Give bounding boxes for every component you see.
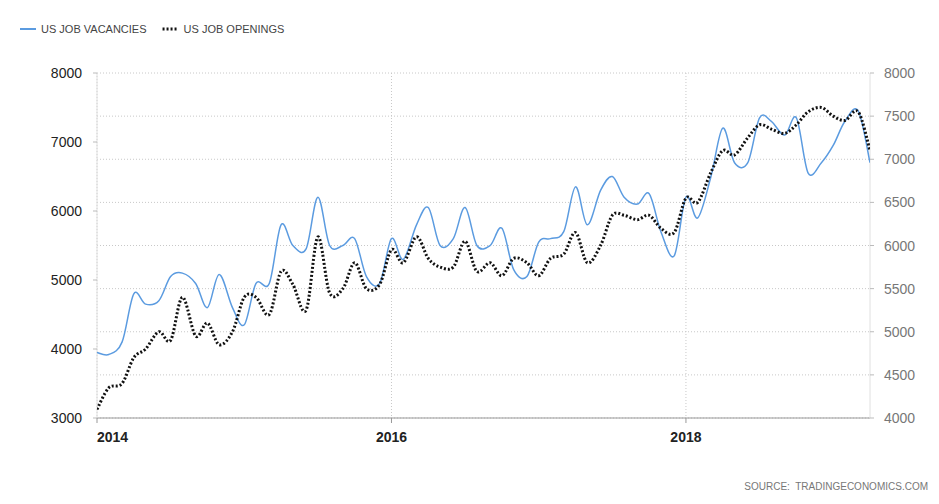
tick-mark	[870, 245, 874, 246]
plot-area	[97, 107, 870, 409]
y-axis-line	[97, 73, 98, 418]
tick-mark	[93, 418, 97, 419]
grid-line	[97, 159, 870, 160]
grid-line	[97, 374, 870, 375]
x-tick-label: 2016	[376, 429, 407, 445]
tick-mark	[391, 418, 392, 423]
y-tick-label: 3000	[51, 410, 82, 426]
grid-line	[97, 418, 870, 419]
grid-line	[97, 245, 870, 246]
y2-tick-label: 6000	[884, 238, 915, 254]
y2-tick-label: 7000	[884, 151, 915, 167]
y-tick-label: 5000	[51, 272, 82, 288]
series-line	[97, 107, 870, 409]
tick-mark	[870, 202, 874, 203]
source-note: SOURCE: TRADINGECONOMICS.COM	[744, 481, 928, 492]
grid-line	[97, 73, 870, 74]
tick-mark	[93, 73, 97, 74]
y-tick-label: 8000	[51, 65, 82, 81]
grid-line	[97, 73, 98, 418]
legend-label: US JOB VACANCIES	[41, 23, 147, 35]
y2-tick-label: 7500	[884, 108, 915, 124]
tick-mark	[93, 280, 97, 281]
y2-tick-label: 8000	[884, 65, 915, 81]
y-tick-label: 6000	[51, 203, 82, 219]
legend-label: US JOB OPENINGS	[184, 23, 285, 35]
grid-line	[97, 116, 870, 117]
tick-mark	[870, 374, 874, 375]
tick-mark	[93, 142, 97, 143]
tick-mark	[685, 418, 686, 423]
x-tick-label: 2018	[670, 429, 701, 445]
tick-mark	[97, 418, 98, 423]
tick-mark	[93, 211, 97, 212]
series-line	[97, 109, 870, 355]
tick-mark	[870, 288, 874, 289]
tick-mark	[870, 116, 874, 117]
y2-tick-label: 6500	[884, 194, 915, 210]
y2-tick-label: 4000	[884, 410, 915, 426]
grid-line	[685, 73, 686, 418]
tick-mark	[870, 73, 874, 74]
tick-mark	[870, 159, 874, 160]
y2-tick-label: 4500	[884, 367, 915, 383]
x-tick-label: 2014	[97, 429, 128, 445]
grid-line	[391, 73, 392, 418]
tick-mark	[93, 349, 97, 350]
tick-mark	[870, 418, 874, 419]
tick-mark	[870, 331, 874, 332]
grid-line	[97, 202, 870, 203]
legend-swatch	[163, 28, 179, 31]
x-axis-line	[97, 418, 870, 419]
y-tick-label: 4000	[51, 341, 82, 357]
y-tick-label: 7000	[51, 134, 82, 150]
y2-tick-label: 5500	[884, 281, 915, 297]
y2-tick-label: 5000	[884, 324, 915, 340]
chart: 3000 4000 5000 6000 7000 8000 4000 4500 5000 5500…	[0, 0, 939, 504]
legend-swatch	[20, 28, 36, 30]
